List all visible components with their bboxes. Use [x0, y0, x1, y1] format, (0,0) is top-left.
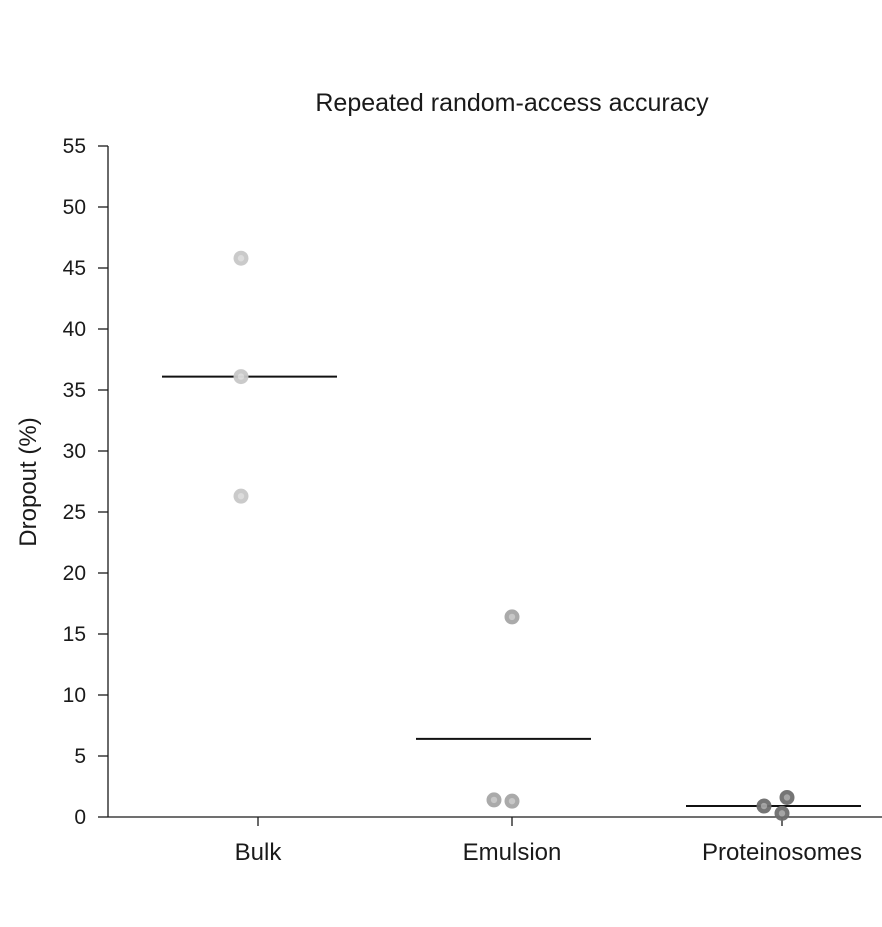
- y-tick-label: 25: [63, 501, 86, 524]
- y-axis-ticks: 0 5 10 15 20 25 30 35 40 45 50 55: [63, 135, 108, 829]
- y-tick-label: 55: [63, 135, 86, 158]
- data-point: [233, 250, 249, 266]
- data-point-highlight: [778, 810, 786, 817]
- data-point-highlight: [760, 802, 768, 810]
- data-point: [504, 609, 520, 625]
- y-tick-label: 40: [63, 318, 86, 341]
- data-point-highlight: [508, 797, 516, 805]
- data-point: [233, 488, 249, 504]
- y-tick-label: 35: [63, 379, 86, 402]
- x-tick-label: Bulk: [235, 839, 283, 866]
- data-point-highlight: [490, 796, 498, 804]
- y-tick-label: 10: [63, 684, 86, 707]
- chart-title: Repeated random-access accuracy: [315, 89, 709, 117]
- data-point-highlight: [783, 794, 791, 801]
- y-tick-label: 0: [74, 806, 86, 829]
- mean-lines: [162, 375, 861, 808]
- data-point: [779, 789, 795, 805]
- data-point: [233, 369, 249, 385]
- y-tick-label: 15: [63, 623, 86, 646]
- y-tick-label: 20: [63, 562, 86, 585]
- x-axis-ticks: Bulk Emulsion Proteinosomes: [235, 817, 862, 866]
- x-tick-label: Proteinosomes: [702, 839, 862, 866]
- data-point-highlight: [237, 373, 245, 380]
- y-tick-label: 30: [63, 440, 86, 463]
- data-point-highlight: [237, 492, 245, 500]
- y-tick-label: 5: [74, 745, 86, 768]
- data-point: [756, 798, 772, 814]
- data-point: [504, 793, 520, 809]
- data-point-highlight: [508, 613, 516, 621]
- data-point: [486, 792, 502, 808]
- data-points: [233, 250, 795, 821]
- y-tick-label: 50: [63, 196, 86, 219]
- y-tick-label: 45: [63, 257, 86, 280]
- data-point: [774, 805, 790, 821]
- data-point-highlight: [237, 255, 245, 262]
- y-axis-label: Dropout (%): [15, 417, 42, 546]
- x-tick-label: Emulsion: [463, 839, 562, 866]
